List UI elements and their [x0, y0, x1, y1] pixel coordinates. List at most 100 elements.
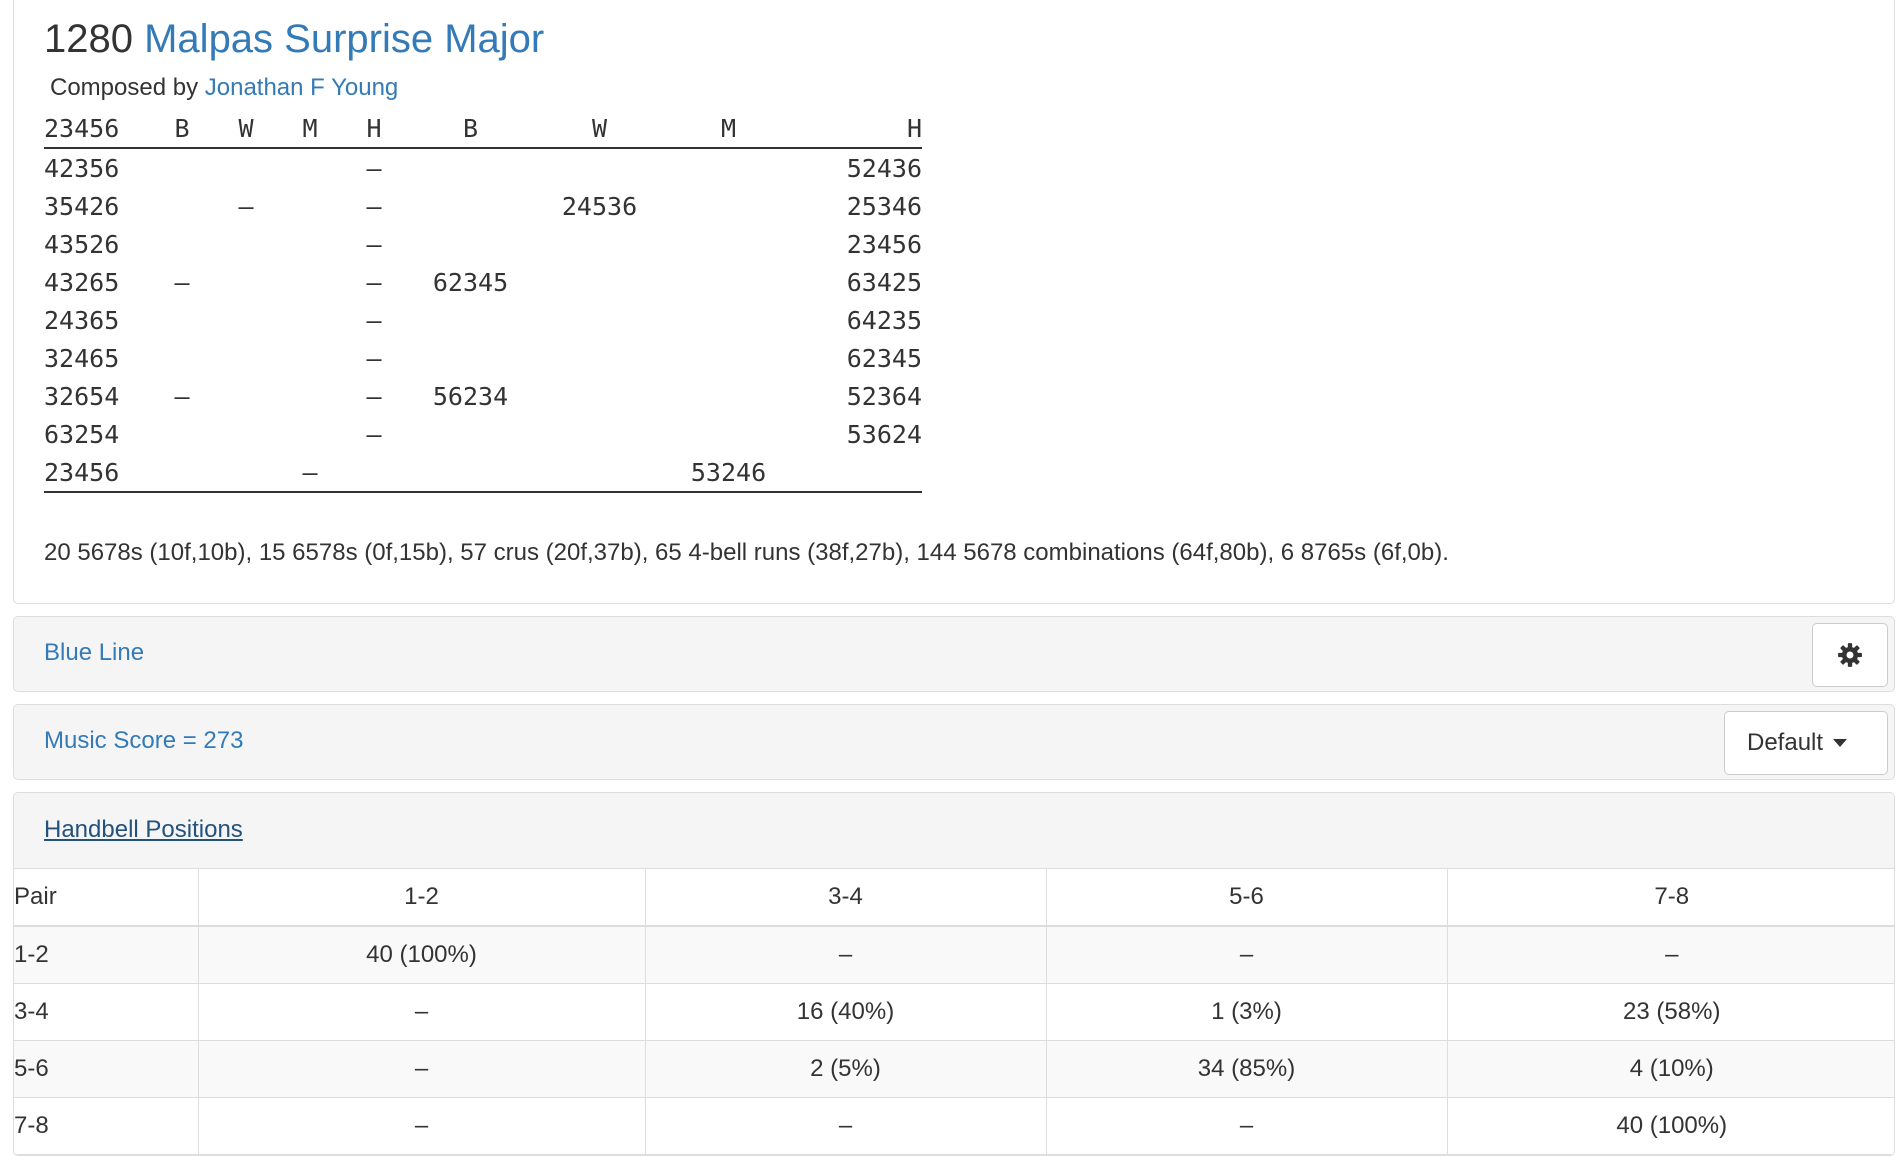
call-cell [664, 148, 793, 187]
table-cell: – [198, 1097, 646, 1155]
table-cell: 40 (100%) [1447, 1097, 1894, 1155]
call-cell [406, 148, 535, 187]
column-header: Pair [14, 869, 199, 927]
call-cell: – [366, 267, 382, 297]
composition-row: 43526 – 23456 [44, 225, 922, 263]
column-header: 23456 [44, 109, 150, 149]
call-cell [664, 187, 793, 225]
call-cell [214, 301, 278, 339]
table-cell: – [198, 1040, 646, 1098]
call-cell [150, 415, 214, 453]
composition-row: 24365 – 64235 [44, 301, 922, 339]
table-cell: – [198, 983, 646, 1041]
table-cell: – [645, 1097, 1047, 1155]
call-cell [150, 339, 214, 377]
call-cell: – [366, 381, 382, 411]
column-header: 1-2 [198, 869, 646, 927]
call-cell: 53624 [846, 419, 922, 449]
column-header: B [150, 109, 214, 149]
call-cell [535, 453, 664, 493]
call-cell: – [366, 229, 382, 259]
method-link[interactable]: Malpas Surprise Major [144, 17, 545, 61]
call-cell [342, 453, 406, 493]
table-cell: 16 (40%) [645, 983, 1047, 1041]
call-cell [278, 225, 342, 263]
call-cell [535, 225, 664, 263]
composition-row: 43265 – – 62345 63425 [44, 263, 922, 301]
call-cell: – [174, 381, 190, 411]
composer-link[interactable]: Jonathan F Young [204, 74, 399, 101]
composition-row: 63254 – 53624 [44, 415, 922, 453]
call-cell: 53246 [664, 453, 793, 493]
call-cell [664, 339, 793, 377]
table-cell: 34 (85%) [1046, 1040, 1448, 1098]
course-head: 24365 [44, 305, 120, 335]
blue-line-panel: Blue Line [13, 616, 1895, 692]
call-cell [278, 377, 342, 415]
call-cell [664, 225, 793, 263]
course-head: 63254 [44, 419, 120, 449]
handbell-positions-link[interactable]: Handbell Positions [44, 816, 243, 843]
call-cell: 23456 [846, 229, 922, 259]
call-cell [664, 415, 793, 453]
course-head: 43265 [44, 267, 120, 297]
call-cell [535, 301, 664, 339]
handbell-panel-header: Handbell Positions [14, 793, 1894, 869]
course-head: 32654 [44, 381, 120, 411]
call-cell [278, 263, 342, 301]
table-cell: 23 (58%) [1447, 983, 1894, 1041]
column-header: M [278, 109, 342, 149]
call-cell [278, 415, 342, 453]
music-summary: 20 5678s (10f,10b), 15 6578s (0f,15b), 5… [44, 539, 1449, 566]
composition-header-row: 23456 B W M H B W M H [44, 109, 922, 149]
table-cell: 4 (10%) [1447, 1040, 1894, 1098]
call-cell [406, 187, 535, 225]
music-scheme-dropdown[interactable]: Default [1724, 711, 1888, 775]
blue-line-settings-button[interactable] [1812, 623, 1888, 687]
table-cell: – [1046, 926, 1448, 984]
call-cell [214, 225, 278, 263]
table-cell: – [1046, 1097, 1448, 1155]
call-cell: – [366, 343, 382, 373]
column-header: M [664, 109, 793, 149]
pair-label: 7-8 [14, 1097, 199, 1155]
call-cell: – [238, 191, 254, 221]
table-row: 1-2 40 (100%) – – – [14, 926, 1894, 984]
table-row: 5-6 – 2 (5%) 34 (85%) 4 (10%) [14, 1040, 1894, 1098]
call-cell [150, 301, 214, 339]
call-cell: 52436 [846, 153, 922, 183]
call-cell [535, 377, 664, 415]
composition-row: 35426 – – 24536 25346 [44, 187, 922, 225]
call-cell [214, 415, 278, 453]
handbell-panel: Handbell Positions Pair 1-2 3-4 5-6 7-8 … [13, 792, 1895, 1156]
music-score-link[interactable]: Music Score = 273 [44, 727, 244, 754]
call-cell: – [278, 453, 342, 493]
column-header: H [793, 109, 922, 149]
composer-line: Composed by Jonathan F Young [50, 74, 398, 102]
handbell-header-row: Pair 1-2 3-4 5-6 7-8 [14, 869, 1894, 927]
table-cell: 2 (5%) [645, 1040, 1047, 1098]
composition-row: 32654 – – 56234 52364 [44, 377, 922, 415]
column-header: 7-8 [1447, 869, 1894, 927]
call-cell [406, 415, 535, 453]
call-cell [406, 225, 535, 263]
table-row: 7-8 – – – 40 (100%) [14, 1097, 1894, 1155]
column-header: W [214, 109, 278, 149]
call-cell [664, 301, 793, 339]
call-cell [793, 453, 922, 493]
table-cell: – [645, 926, 1047, 984]
blue-line-link[interactable]: Blue Line [44, 639, 145, 666]
column-header: 5-6 [1046, 869, 1448, 927]
call-cell: 62345 [432, 267, 509, 297]
call-cell [214, 339, 278, 377]
call-cell: – [366, 419, 382, 449]
pair-label: 3-4 [14, 983, 199, 1041]
call-cell: 63425 [846, 267, 922, 297]
call-cell [150, 187, 214, 225]
composition-title: 1280 Malpas Surprise Major [44, 17, 544, 62]
composition-table: 23456 B W M H B W M H 42356 – [44, 109, 922, 493]
pair-label: 5-6 [14, 1040, 199, 1098]
call-cell [150, 148, 214, 187]
composition-length: 1280 [44, 17, 133, 61]
